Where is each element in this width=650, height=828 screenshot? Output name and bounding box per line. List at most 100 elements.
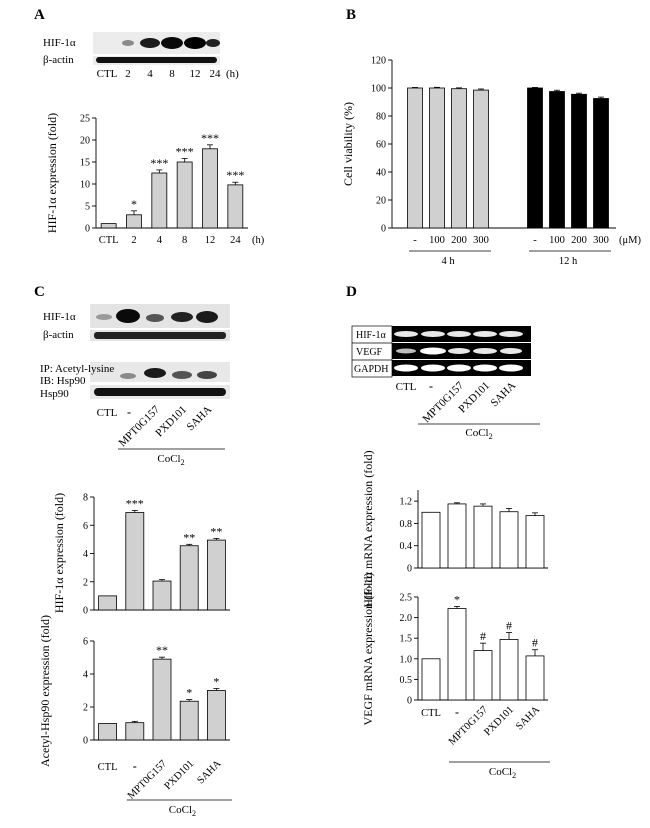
blot-band — [116, 309, 140, 323]
x-tick-label: 12 — [205, 235, 216, 246]
y-tick-label: 0 — [381, 224, 386, 235]
lane-label: 8 — [169, 68, 175, 80]
x-tick-label: SAHA — [196, 758, 224, 786]
y-tick-label: 0 — [407, 564, 412, 575]
lane-label: - — [127, 405, 131, 419]
blot-band — [140, 38, 160, 48]
gel-label-gapdh: GAPDH — [354, 364, 388, 375]
band-label-hif1a-c: HIF-1α — [43, 311, 76, 323]
bar — [98, 723, 117, 741]
y-tick-label: 0 — [83, 606, 88, 617]
gel-band — [448, 348, 470, 354]
band-label-actin-c: β-actin — [43, 329, 74, 341]
x-tick-label: 2 — [131, 235, 136, 246]
y-tick-label: 100 — [371, 84, 386, 95]
x-tick-label: CTL — [421, 708, 441, 719]
gel-band — [396, 348, 416, 354]
bar — [525, 515, 545, 569]
lane-label: - — [429, 379, 433, 393]
x-tick-label: 8 — [182, 235, 187, 246]
y-tick-label: 2.0 — [400, 613, 413, 624]
x-unit-label: (h) — [252, 235, 265, 246]
gel-band — [473, 331, 497, 337]
gel-band — [447, 331, 471, 337]
x-tick-label: - — [413, 235, 417, 246]
y-axis-label: HIF-1α mRNA expression (fold) — [361, 450, 375, 607]
treatment-label: CoCl2 — [169, 804, 196, 818]
bar — [499, 511, 519, 569]
y-tick-label: 0 — [407, 696, 412, 707]
treatment-label: CoCl2 — [489, 766, 516, 780]
x-tick-label: 300 — [473, 235, 489, 246]
panel-letter-b: B — [346, 7, 356, 23]
significance-marker: ** — [183, 530, 195, 544]
bar — [176, 161, 193, 229]
y-tick-label: 4 — [83, 549, 88, 560]
significance-marker: * — [186, 686, 192, 700]
significance-marker: * — [213, 675, 219, 689]
chart-d-vegf-mrna: 0 0.5 1.0 1.5 2.0 2.5 VEGF mRNA expression (fo… — [361, 573, 550, 780]
blot-band — [161, 37, 183, 49]
bar — [227, 184, 244, 229]
blot-band — [196, 311, 218, 323]
bar — [499, 639, 519, 701]
subscript-2: 2 — [181, 458, 185, 467]
y-tick-label: 5 — [85, 202, 90, 213]
blot-band — [184, 37, 206, 49]
x-tick-label: 300 — [593, 235, 609, 246]
gel-label-vegf: VEGF — [356, 347, 383, 358]
bar — [206, 539, 226, 611]
y-tick-label: 15 — [80, 158, 90, 169]
gel-band — [500, 348, 522, 354]
gel-band — [499, 331, 523, 337]
y-tick-label: 0 — [83, 736, 88, 747]
panel-letter-c: C — [34, 284, 45, 300]
bar — [126, 214, 142, 229]
significance-marker: *** — [150, 156, 168, 170]
y-tick-label: 0.8 — [400, 519, 413, 530]
blot-band — [146, 314, 164, 322]
significance-marker: # — [532, 636, 538, 650]
bar — [429, 87, 445, 229]
band-label-hif1a-a: HIF-1α — [43, 37, 76, 49]
y-tick-label: 60 — [376, 140, 386, 151]
bar — [151, 172, 168, 229]
gel-band — [447, 364, 471, 372]
significance-marker: ** — [210, 524, 222, 538]
x-tick-label: PXD101 — [163, 758, 197, 792]
y-tick-label: 0.4 — [400, 541, 413, 552]
x-tick-label: 24 — [230, 235, 241, 246]
lane-label: MPT0G157 — [420, 379, 466, 425]
x-tick-label: - — [533, 235, 537, 246]
y-tick-label: 80 — [376, 112, 386, 123]
subscript-2: 2 — [489, 432, 493, 441]
y-tick-label: 40 — [376, 168, 386, 179]
y-tick-label: 2 — [83, 703, 88, 714]
y-tick-label: 6 — [83, 521, 88, 532]
gel-band — [421, 331, 445, 337]
bar — [527, 87, 543, 229]
y-axis-label: HIF-1α expression (fold) — [45, 113, 59, 233]
bar — [125, 512, 145, 611]
y-tick-label: 1.0 — [400, 654, 413, 665]
x-tick-label: MPT0G157 — [447, 704, 490, 747]
x-tick-label: 200 — [571, 235, 587, 246]
blot-band — [206, 39, 220, 47]
blot-band — [144, 368, 166, 378]
blot-actin-bands — [96, 57, 217, 63]
blot-band — [197, 371, 217, 379]
hsp90-band-label: Hsp90 — [40, 388, 69, 400]
gel-band — [420, 347, 446, 355]
band-label-actin-a: β-actin — [43, 54, 74, 66]
significance-marker: * — [131, 197, 137, 211]
x-tick-label: 200 — [451, 235, 467, 246]
lane-label: 12 — [190, 68, 201, 80]
bar — [447, 503, 467, 569]
blot-band — [171, 312, 193, 322]
bar — [421, 658, 441, 701]
bar — [202, 148, 218, 229]
bar — [421, 511, 441, 569]
x-tick-label: PXD101 — [482, 704, 516, 738]
